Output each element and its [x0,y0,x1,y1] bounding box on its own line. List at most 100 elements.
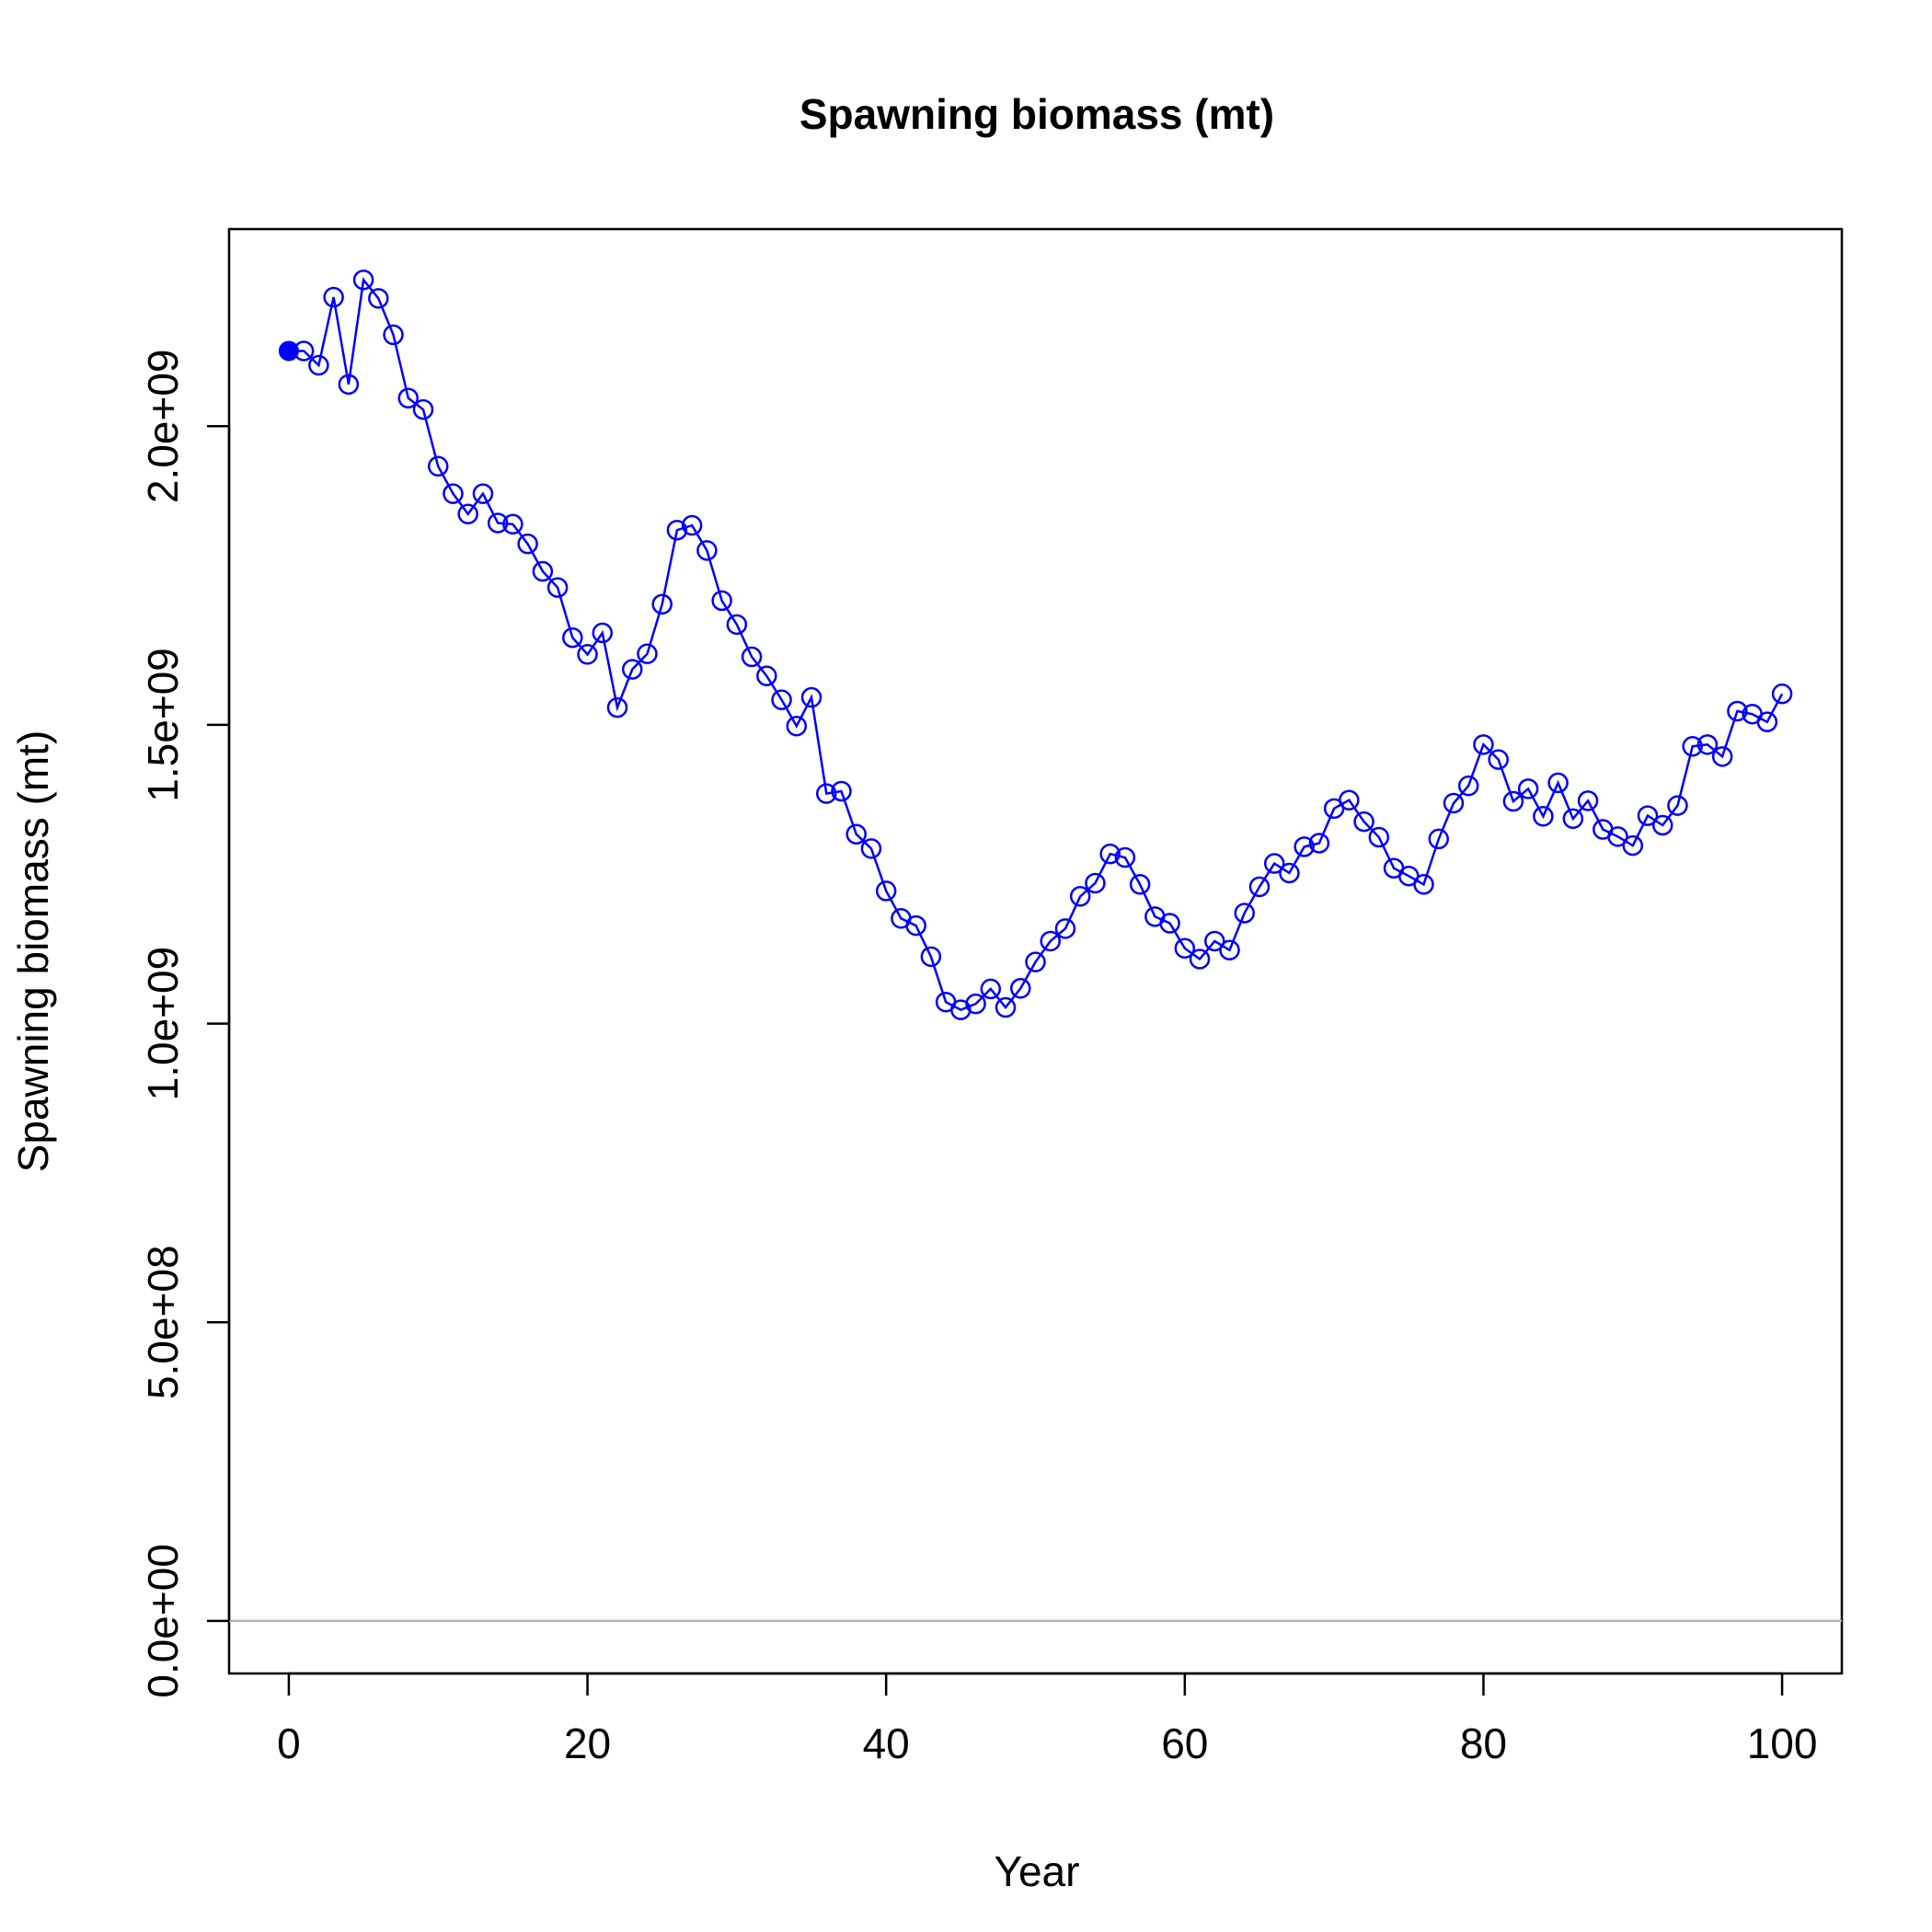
data-point [816,783,837,804]
data-point [472,483,494,504]
data-point [1607,826,1628,847]
y-tick-label: 1.0e+09 [139,947,187,1101]
data-point [726,614,748,636]
y-tick-label: 0.0e+00 [139,1544,187,1698]
data-point [1473,734,1494,755]
data-point [577,644,598,665]
data-point [397,387,420,409]
data-point [1637,805,1659,826]
data-point [1339,789,1360,811]
data-point [800,686,822,708]
data-point [1099,843,1121,865]
data-point [1114,846,1136,868]
y-axis: 0.0e+00 5.0e+08 1.0e+09 1.5e+09 2.0e+09 [139,349,231,1698]
data-point [1308,833,1330,854]
x-tick-label: 80 [1460,1719,1507,1767]
data-point [845,823,867,845]
data-point [905,914,926,937]
data-point [741,646,763,668]
data-point [1248,876,1271,898]
data-point [681,514,703,536]
data-point [875,880,897,902]
data-point [1054,918,1076,939]
x-tick-label: 20 [564,1719,611,1767]
data-point [1353,811,1374,833]
data-point [920,946,942,968]
data-point [412,398,434,420]
data-point [293,340,315,362]
data-point [651,593,673,615]
data-point [443,483,464,504]
data-point [1040,930,1061,952]
data-point [1517,778,1539,799]
data-point [1533,806,1554,827]
data-point [1577,790,1599,811]
x-axis: 0 20 40 60 80 100 [277,1672,1818,1767]
data-point [457,503,478,524]
data-point [622,659,643,680]
data-point [1756,711,1778,732]
y-axis-label: Spawning biomass (mt) [9,730,57,1173]
data-point [517,533,538,555]
data-point [1682,736,1703,757]
data-point [1069,886,1091,907]
data-point [546,577,569,598]
data-point [1279,862,1300,884]
data-point [1667,795,1688,816]
data-point-start [278,340,299,362]
data-point [1488,749,1509,770]
data-point [1696,734,1719,755]
data-point [1457,775,1479,797]
data-point [771,689,792,710]
data-point [1562,808,1584,830]
data-point [383,324,404,346]
data-point [1263,853,1285,874]
chart-title: Spawning biomass (mt) [799,90,1274,138]
data-point [1547,772,1569,794]
data-point [338,374,360,396]
x-axis-label: Year [995,1847,1080,1895]
data-point [487,512,509,534]
data-point [1443,792,1465,814]
data-point [1219,939,1240,960]
data-point [1413,874,1434,895]
series-line [288,277,1784,1011]
data-point [756,665,777,686]
data-point [1159,913,1180,934]
data-point [308,354,329,376]
data-point [1502,790,1524,812]
data-point [666,519,688,541]
data-point [1234,903,1255,924]
series-layer [278,269,1793,1020]
plot-frame [227,227,1844,1675]
data-point [860,838,882,859]
data-point [711,590,732,612]
data-point [696,540,718,561]
data-point [1085,872,1106,894]
data-point [323,286,344,308]
data-point [427,455,449,477]
data-point [606,696,628,719]
x-tick-label: 100 [1747,1719,1818,1767]
data-point [1771,683,1793,705]
y-tick-label: 5.0e+08 [139,1245,187,1399]
data-point [592,622,614,644]
data-point [532,560,554,582]
data-point [352,269,374,291]
data-point [1025,951,1046,972]
x-tick-label: 0 [277,1719,301,1767]
data-point [1294,836,1315,857]
data-point [502,513,523,535]
data-point [831,780,852,802]
data-point [1651,814,1673,836]
data-point [562,627,583,649]
data-point [1174,937,1196,960]
data-point [1204,930,1225,952]
data-point [786,715,808,737]
data-point [1711,746,1733,767]
data-point [1428,828,1449,850]
data-point [1129,874,1151,895]
y-tick-label: 2.0e+09 [139,349,187,503]
y-tick-label: 1.5e+09 [139,648,187,802]
